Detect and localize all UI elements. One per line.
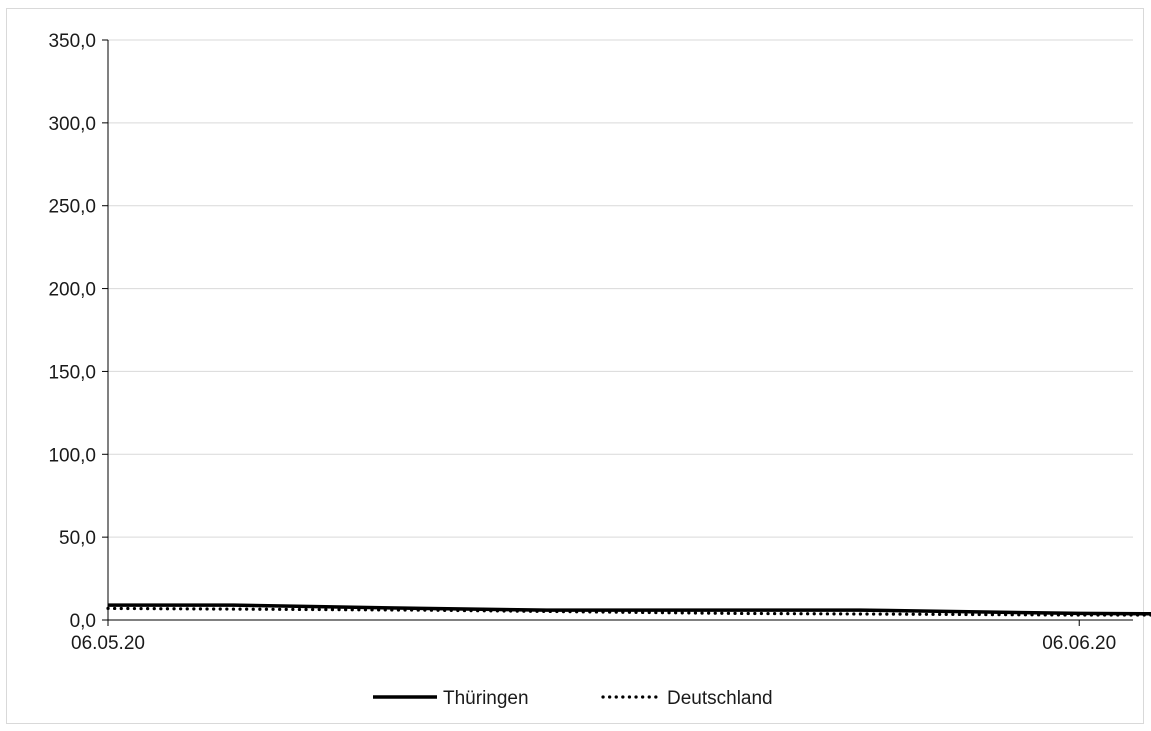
legend-label: Deutschland (667, 688, 773, 709)
y-tick-label: 300,0 (48, 114, 96, 135)
x-tick-labels: 06.05.2006.06.2006.07.2006.08.2006.09.20… (71, 633, 1116, 654)
y-tick-label: 250,0 (48, 197, 96, 218)
legend-label: Thüringen (443, 688, 529, 709)
chart-frame (6, 8, 1144, 724)
gridlines (108, 39, 1133, 538)
y-tick-label: 350,0 (48, 31, 96, 52)
y-tick-label: 150,0 (48, 362, 96, 383)
y-tick-label: 200,0 (48, 280, 96, 301)
legend: Thüringen Deutschland (373, 688, 773, 709)
y-tick-label: 50,0 (59, 528, 96, 549)
x-tick-label: 06.05.20 (71, 633, 145, 654)
y-tick-label: 100,0 (48, 445, 96, 466)
axes (102, 39, 1133, 626)
y-tick-label: 0,0 (70, 611, 96, 632)
x-tick-label: 06.06.20 (1042, 633, 1116, 654)
y-tick-labels: 0,0 50,0 100,0 150,0 200,0 250,0 300,0 350,0 (48, 31, 96, 632)
series-line-dotted (106, 606, 1151, 617)
